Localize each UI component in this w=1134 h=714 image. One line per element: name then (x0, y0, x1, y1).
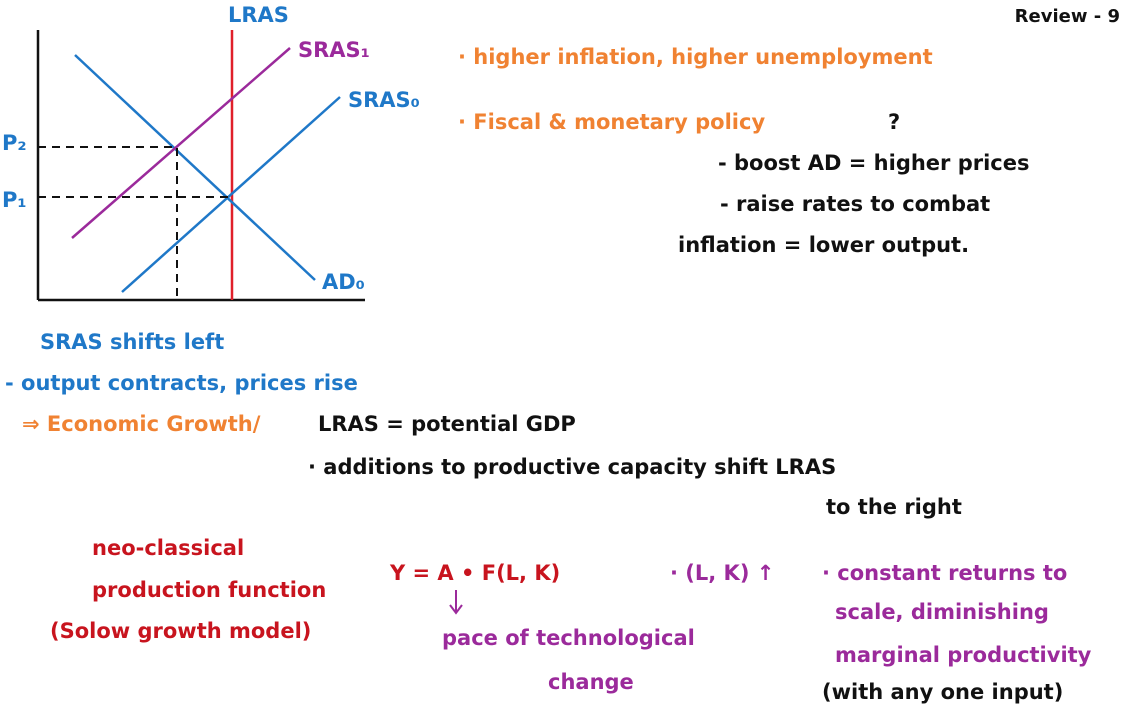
sras1-label: SRAS₁ (298, 38, 370, 62)
p2-label: P₂ (2, 131, 27, 155)
note: scale, diminishing (835, 600, 1049, 624)
note: LRAS = potential GDP (318, 412, 576, 436)
note: pace of technological (442, 626, 695, 650)
sras0-label: SRAS₀ (348, 88, 420, 112)
sras0-line (121, 96, 341, 293)
note: - raise rates to combat (720, 192, 990, 216)
note: - output contracts, prices rise (5, 371, 358, 395)
lras-label: LRAS (228, 3, 289, 27)
note: · Fiscal & monetary policy (458, 110, 765, 134)
note: · constant returns to (822, 561, 1067, 585)
note: neo-classical (92, 536, 244, 560)
sras1-line (71, 47, 291, 239)
formula: Y = A • F(L, K) (389, 561, 560, 585)
arrow (449, 590, 463, 615)
note: marginal productivity (835, 643, 1092, 667)
note: ? (888, 110, 900, 134)
p1-label: P₁ (2, 188, 27, 212)
note: production function (92, 578, 326, 602)
page-label: Review - 9 (1015, 6, 1120, 27)
note: · (L, K) ↑ (670, 561, 774, 585)
note: · additions to productive capacity shift… (308, 455, 836, 479)
note: ⇒ Economic Growth/ (22, 412, 261, 436)
guide-lines (38, 146, 232, 300)
as-ad-diagram: LRAS SRAS₁ SRAS₀ AD₀ P₂ P₁ (2, 3, 420, 302)
note: · higher inflation, higher unemployment (458, 45, 933, 69)
ad0-label: AD₀ (322, 270, 365, 294)
note: SRAS shifts left (40, 330, 224, 354)
note: inflation = lower output. (678, 233, 969, 257)
note: (Solow growth model) (50, 619, 311, 643)
ad-line (74, 54, 316, 281)
note: (with any one input) (822, 680, 1063, 704)
note: change (548, 670, 634, 694)
note: - boost AD = higher prices (718, 151, 1029, 175)
note: to the right (826, 495, 962, 519)
